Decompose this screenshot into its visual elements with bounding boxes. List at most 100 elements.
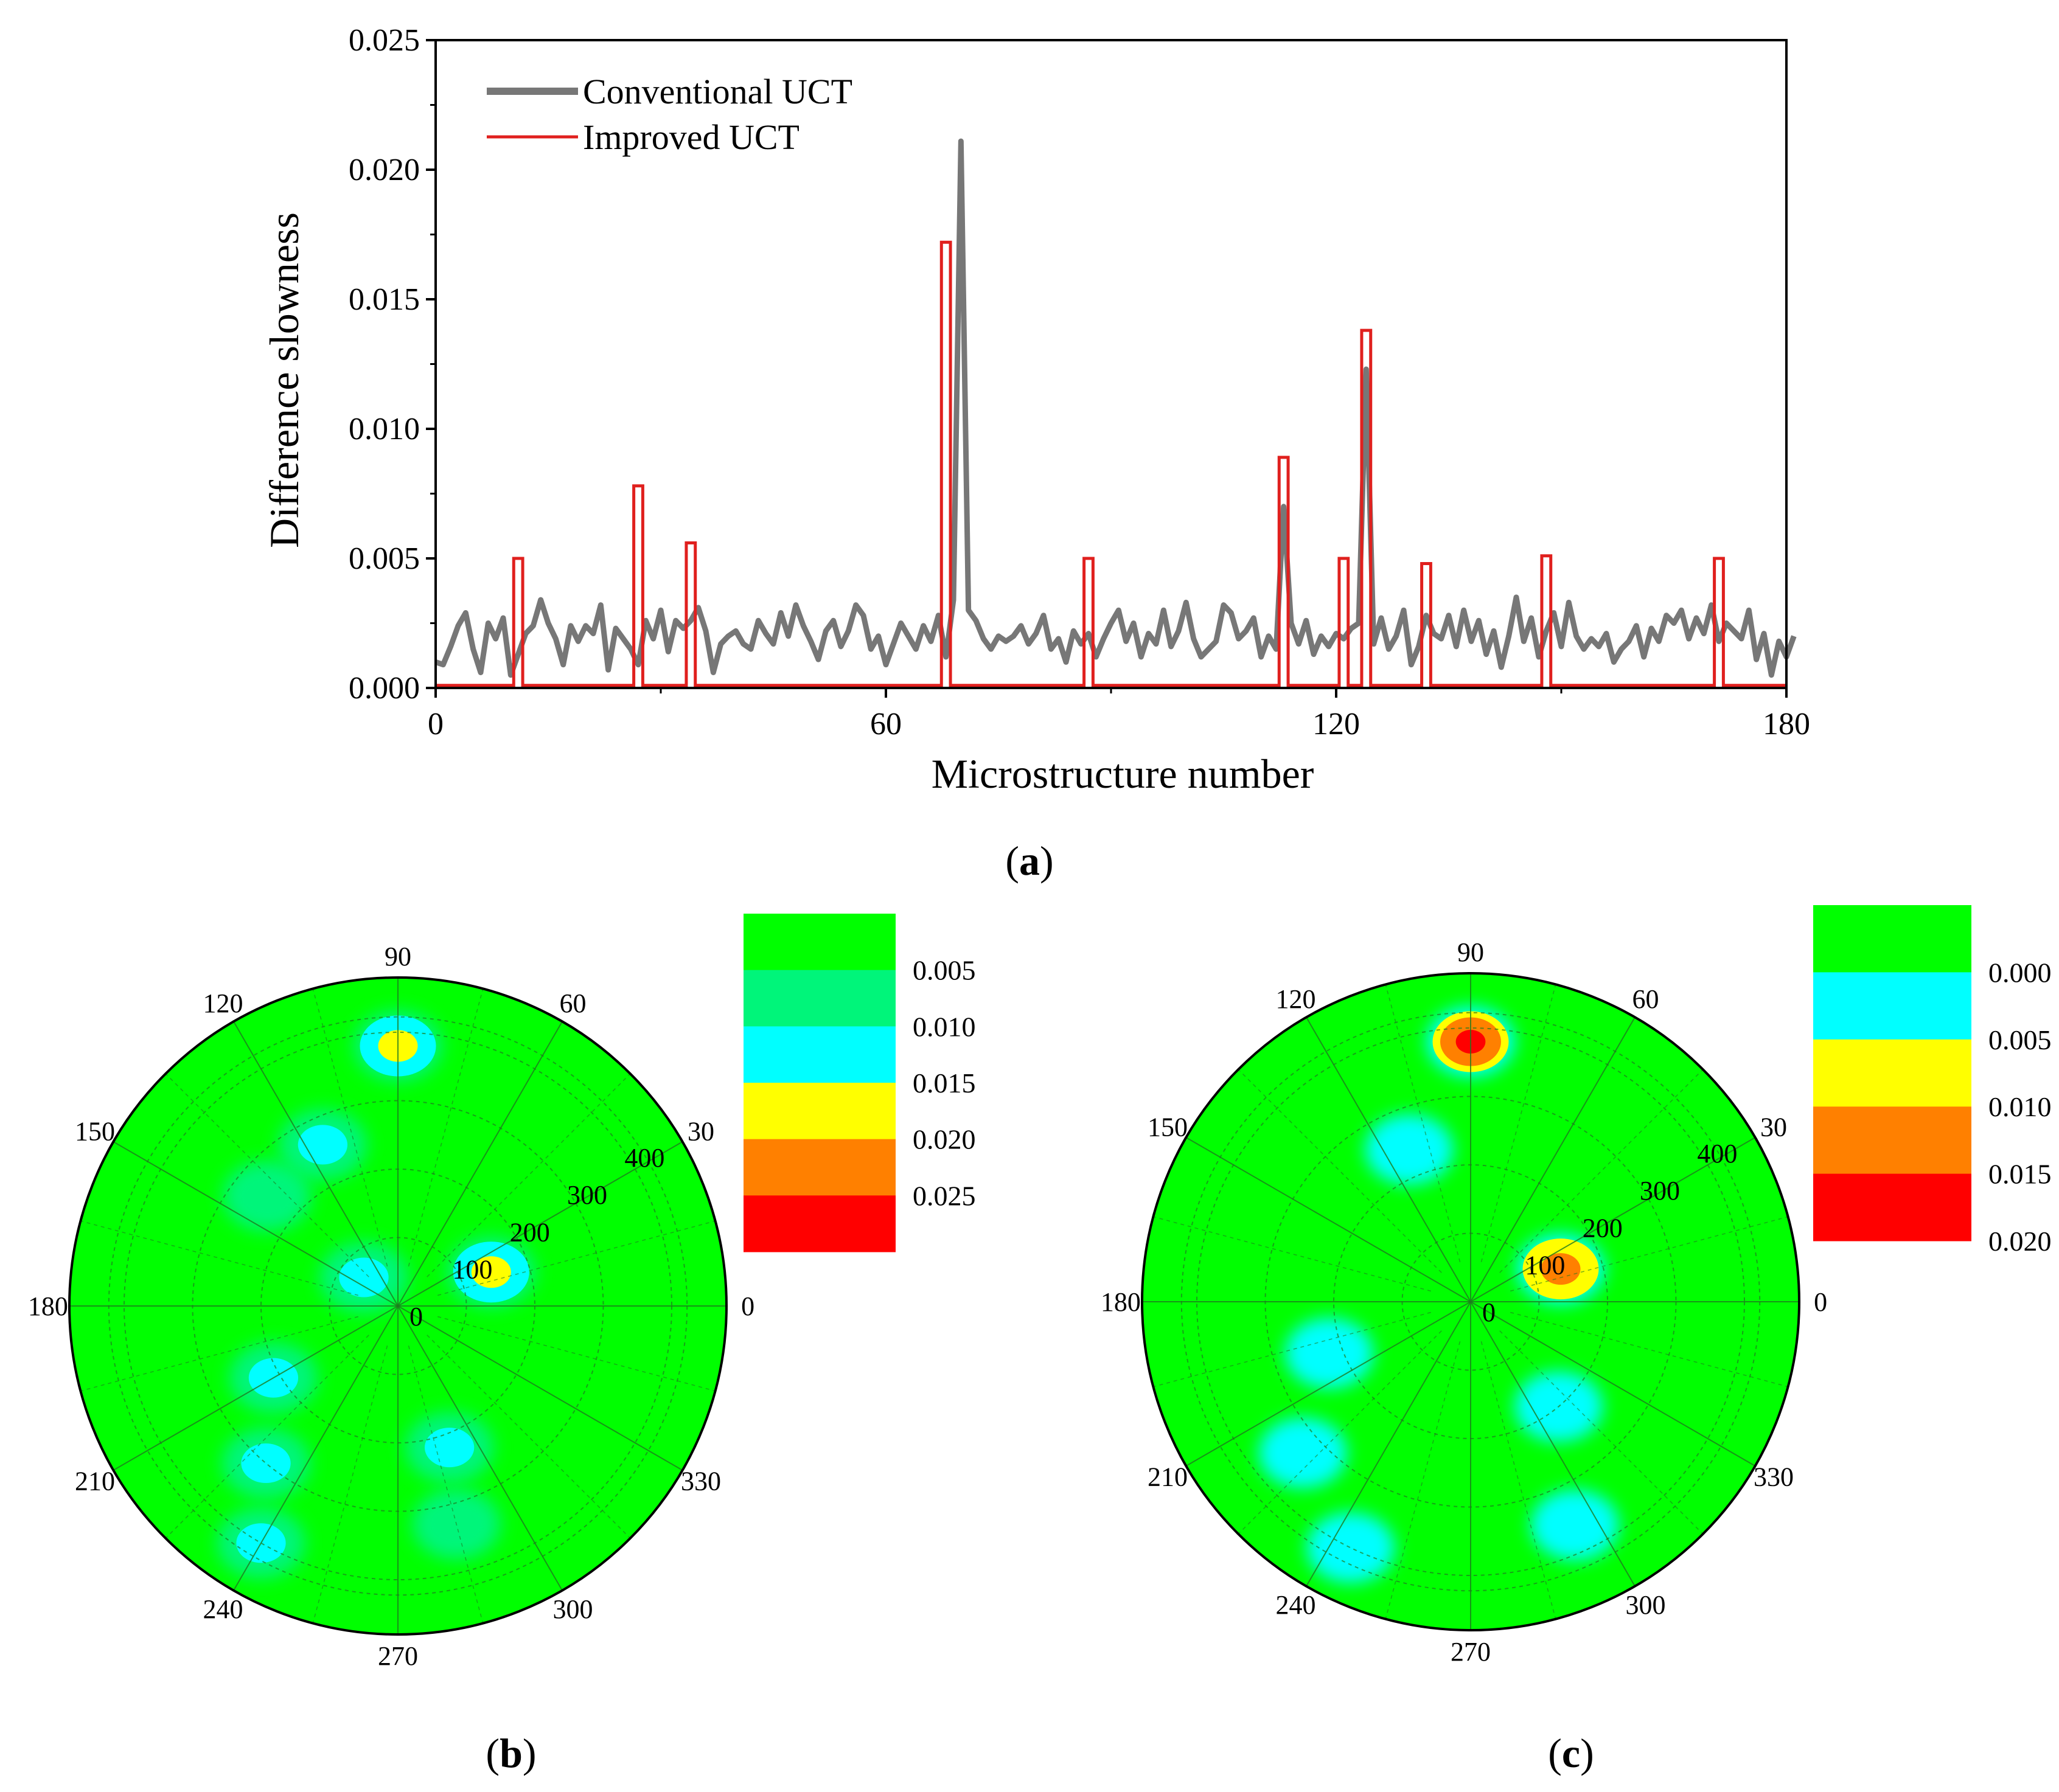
contour-band (241, 1443, 291, 1484)
x-tick-label: 180 (1763, 707, 1810, 741)
polar-angle-label: 120 (203, 988, 243, 1018)
polar-radial-label: 400 (1697, 1139, 1737, 1169)
contour-band (1258, 1417, 1347, 1488)
polar-grid-spoke (397, 1141, 683, 1307)
series-line-conventional (434, 138, 1797, 678)
polar-angle-label: 210 (75, 1467, 115, 1496)
polar-radial-label: 0 (1482, 1297, 1496, 1327)
legend-label-improved: Improved UCT (583, 117, 800, 157)
colorbar-label: 0.000 (1988, 957, 2052, 988)
polar-angle-labels: 0 30 60 90 120 150 180 210 240 270 300 330 (1101, 937, 1827, 1667)
colorbar-label: 0.005 (913, 955, 976, 986)
polar-grid-spoke (1470, 1301, 1636, 1587)
colorbar-b: 0.005 0.010 0.015 0.020 0.025 (744, 914, 976, 1252)
polar-radial-label: 400 (624, 1143, 664, 1173)
x-tick-label: 0 (428, 707, 444, 741)
legend: Conventional UCT Improved UCT (487, 72, 852, 157)
contour-hotspot (447, 1237, 535, 1308)
contour-band (1306, 1512, 1395, 1583)
contour-hotspot (319, 1242, 408, 1313)
contour-hotspot (1306, 1512, 1395, 1583)
polar-grid-spoke (1185, 1301, 1471, 1467)
colorbar-swatch (1813, 1106, 1971, 1175)
contour-hotspot (221, 1428, 310, 1499)
colorbar-swatch (744, 1139, 896, 1196)
polar-grid-spoke (1470, 1016, 1636, 1302)
line-chart-panel: 0.000 0.005 0.010 0.015 0.020 0.025 0 60 120 180… (261, 23, 1810, 884)
polar-angle-label: 270 (1451, 1637, 1491, 1667)
polar-angle-label: 60 (1632, 984, 1659, 1014)
x-tick-label: 120 (1312, 707, 1360, 741)
colorbar-swatch (1813, 1173, 1971, 1242)
polar-radial-label: 0 (409, 1302, 423, 1332)
polar-radial-label: 300 (1640, 1176, 1680, 1206)
colorbar-c: 0.000 0.005 0.010 0.015 0.020 (1813, 905, 2052, 1257)
polar-grid-spoke (233, 1021, 399, 1307)
polar-angle-label: 180 (1101, 1287, 1141, 1317)
polar-grid-spoke (1306, 1301, 1471, 1587)
panel-label-c-open: ( (1548, 1730, 1562, 1776)
colorbar-label: 0.005 (1988, 1024, 2052, 1055)
panel-label-b-close: ) (523, 1730, 537, 1776)
polar-radial-labels: 0 100 200 300 400 (409, 1143, 664, 1332)
panel-label-a: (a) (1005, 838, 1053, 884)
colorbar-label: 0.015 (913, 1068, 976, 1099)
polar-contour-panel-c: 0 30 60 90 120 150 180 210 240 270 300 330 0 100 200 30… (1101, 905, 2052, 1776)
x-axis-title: Microstructure number (932, 751, 1314, 797)
contour-hotspot (1284, 1318, 1373, 1389)
contour-hotspot (223, 1161, 312, 1232)
y-axis-ticks: 0.000 0.005 0.010 0.015 0.020 0.025 (349, 23, 436, 706)
contour-band (1365, 1114, 1454, 1185)
panel-label-a-close: ) (1040, 838, 1054, 884)
x-tick-label: 60 (870, 707, 902, 741)
colorbar-swatch (744, 1026, 896, 1083)
y-tick-label: 0.015 (349, 282, 420, 317)
polar-grid-spoke (1470, 1137, 1756, 1302)
polar-grid-spoke (397, 1021, 563, 1307)
contour-hotspot (1516, 1234, 1605, 1305)
polar-angle-label: 150 (75, 1116, 115, 1146)
legend-label-conventional: Conventional UCT (583, 72, 852, 111)
colorbar-swatch (1813, 905, 1971, 973)
colorbar-swatch (1813, 972, 1971, 1040)
polar-outline (68, 976, 728, 1636)
polar-angle-label: 120 (1275, 984, 1315, 1014)
panel-label-b-letter: b (500, 1730, 523, 1776)
y-tick-label: 0.020 (349, 153, 420, 187)
polar-radial-label: 200 (510, 1217, 550, 1247)
colorbar-label: 0.010 (913, 1011, 976, 1042)
polar-angle-label: 330 (1754, 1462, 1794, 1492)
y-tick-label: 0.010 (349, 412, 420, 446)
polar-angle-label: 300 (1626, 1590, 1666, 1620)
panel-label-a-open: ( (1005, 838, 1019, 884)
colorbar-swatch (1813, 1039, 1971, 1107)
polar-plot-b: 0 30 60 90 120 150 180 210 240 270 300 330 0 100 200 30… (28, 942, 754, 1671)
contour-hotspot (1530, 1490, 1619, 1561)
contour-band (1284, 1318, 1373, 1389)
polar-angle-label: 270 (378, 1641, 418, 1671)
colorbar-label: 0.020 (1988, 1226, 2052, 1257)
polar-angle-label: 210 (1148, 1462, 1188, 1492)
polar-angle-label: 90 (385, 942, 411, 971)
contour-band (1530, 1490, 1619, 1561)
contour-band (1541, 1253, 1581, 1285)
panel-label-c-letter: c (1562, 1730, 1580, 1776)
x-axis-ticks: 0 60 120 180 (428, 688, 1810, 741)
polar-grid (1142, 973, 1799, 1630)
polar-grid-spoke (1306, 1016, 1471, 1302)
polar-grid-spoke (113, 1305, 399, 1471)
polar-grid-spoke (1185, 1137, 1471, 1302)
polar-angle-label: 0 (741, 1291, 754, 1321)
polar-angle-label: 150 (1148, 1112, 1188, 1142)
contour-hotspot (1365, 1114, 1454, 1185)
polar-radial-labels: 0 100 200 300 400 (1482, 1139, 1737, 1327)
panel-label-c-close: ) (1580, 1730, 1594, 1776)
line-chart-plot-area (434, 138, 1797, 687)
colorbar-label: 0.025 (913, 1180, 976, 1211)
polar-angle-label: 300 (553, 1594, 593, 1624)
polar-plot-c: 0 30 60 90 120 150 180 210 240 270 300 330 0 100 200 30… (1101, 937, 1827, 1667)
polar-angle-label: 30 (1760, 1112, 1787, 1142)
contour-hotspot (1258, 1417, 1347, 1488)
polar-angle-label: 90 (1457, 937, 1484, 967)
polar-radial-label: 200 (1583, 1213, 1623, 1243)
